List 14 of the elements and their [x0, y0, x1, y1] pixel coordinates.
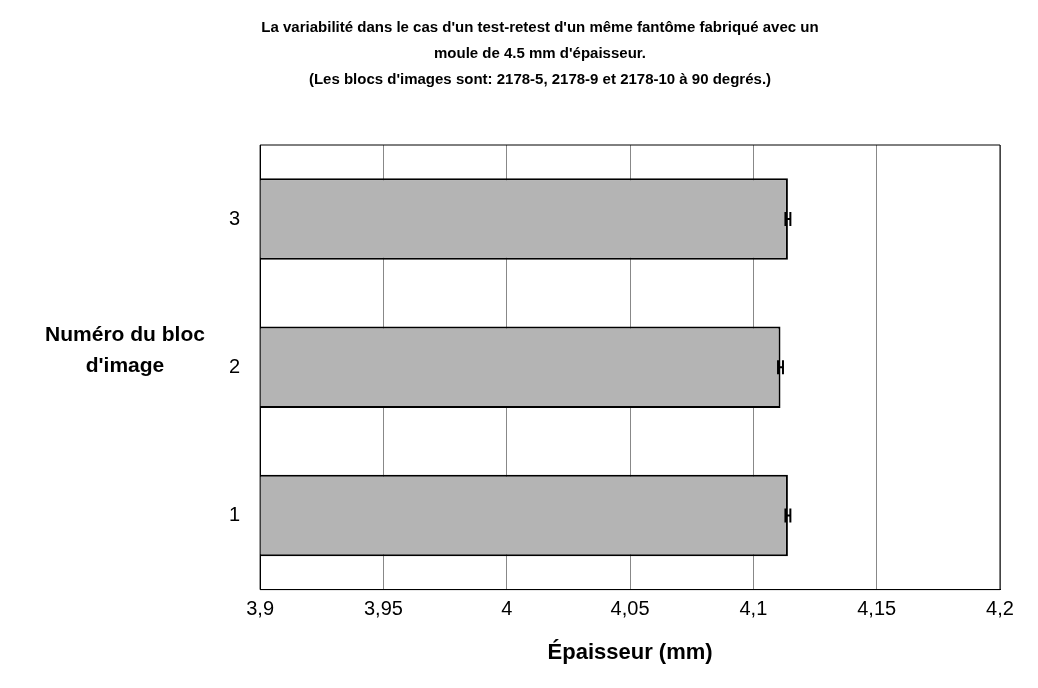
y-tick-label: 3 [229, 206, 241, 229]
x-tick-label: 4,15 [857, 597, 897, 620]
x-tick-label: 4,2 [986, 597, 1014, 620]
x-tick-label: 4,1 [739, 597, 768, 620]
x-tick-label: 3,9 [246, 597, 275, 620]
y-axis-title: Numéro du bloc d'image [45, 322, 205, 376]
chart-subtitle: (Les blocs d'images sont: 2178-5, 2178-9 et 2178-10 à 90 degrés.) [307, 69, 773, 89]
x-axis-title: Épaisseur (mm) [547, 638, 713, 664]
x-tick-label: 4 [501, 597, 513, 620]
x-tick-label: 4,05 [610, 597, 650, 620]
x-tick-label: 3,95 [363, 597, 403, 620]
y-tick-label: 2 [229, 354, 241, 377]
chart-title: La variabilité dans le cas d'un test-retest d'un même fantôme fabriqué avec un moule de 4.5 mm d'épaisseur. [260, 17, 820, 63]
y-tick-label: 1 [229, 503, 241, 526]
